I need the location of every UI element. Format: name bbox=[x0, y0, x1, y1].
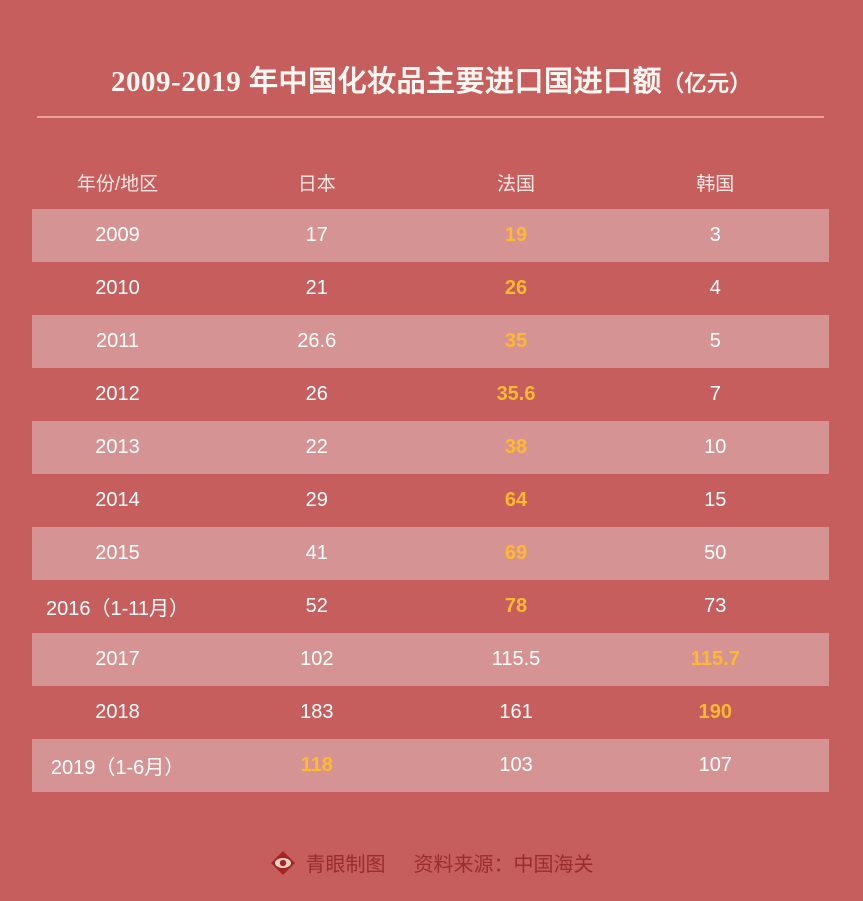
japan-value: 22 bbox=[305, 436, 328, 458]
korea-value: 107 bbox=[698, 754, 732, 776]
korea-value: 15 bbox=[704, 489, 727, 511]
korea-value: 10 bbox=[704, 436, 727, 458]
japan-value: 29 bbox=[305, 489, 328, 511]
table-row: 2010 21 26 4 bbox=[32, 262, 829, 315]
korea-value: 7 bbox=[709, 383, 721, 405]
japan-value: 183 bbox=[300, 701, 334, 723]
footer: 青眼制图 资料来源：中国海关 bbox=[0, 848, 863, 877]
japan-value: 17 bbox=[305, 224, 328, 246]
korea-value: 4 bbox=[709, 277, 721, 299]
france-value: 38 bbox=[504, 436, 528, 458]
korea-value: 190 bbox=[698, 701, 732, 723]
title-unit: （亿元） bbox=[661, 71, 752, 96]
france-value: 19 bbox=[504, 224, 528, 246]
table-row: 2019（1-6月） 118 103 107 bbox=[32, 739, 829, 792]
table-row: 2018 183 161 190 bbox=[32, 686, 829, 739]
france-value: 35.6 bbox=[496, 383, 536, 405]
table-row: 2012 26 35.6 7 bbox=[32, 368, 829, 421]
import-table: 年份/地区 日本 法国 韩国 2009 17 19 3 2010 21 26 4 2011 26.… bbox=[32, 156, 829, 792]
table-row: 2011 26.6 35 5 bbox=[32, 315, 829, 368]
korea-value: 115.7 bbox=[690, 648, 740, 670]
year-cell: 2017 bbox=[95, 648, 140, 670]
year-cell: 2010 bbox=[95, 277, 140, 299]
table-row: 2013 22 38 10 bbox=[32, 421, 829, 474]
japan-value: 118 bbox=[300, 754, 333, 776]
france-value: 69 bbox=[504, 542, 528, 564]
eye-logo-icon bbox=[270, 850, 295, 875]
korea-value: 3 bbox=[709, 224, 721, 246]
japan-value: 26.6 bbox=[297, 330, 337, 352]
france-value: 64 bbox=[504, 489, 528, 511]
japan-value: 102 bbox=[300, 648, 334, 670]
table-row: 2016（1-11月） 52 78 73 bbox=[32, 580, 829, 633]
year-cell: 2012 bbox=[95, 383, 140, 405]
france-value: 26 bbox=[504, 277, 528, 299]
year-cell: 2013 bbox=[95, 436, 140, 458]
japan-value: 21 bbox=[305, 277, 328, 299]
table-row: 2015 41 69 50 bbox=[32, 527, 829, 580]
japan-value: 52 bbox=[305, 595, 328, 617]
table-row: 2009 17 19 3 bbox=[32, 209, 829, 262]
page-title: 2009-2019 年中国化妆品主要进口国进口额（亿元） bbox=[0, 58, 863, 100]
japan-value: 41 bbox=[305, 542, 328, 564]
korea-value: 5 bbox=[709, 330, 721, 352]
header-france: 法国 bbox=[497, 174, 536, 195]
france-value: 161 bbox=[499, 701, 533, 723]
title-text: 2009-2019 年中国化妆品主要进口国进口额 bbox=[111, 66, 662, 98]
france-value: 115.5 bbox=[491, 648, 541, 670]
france-value: 78 bbox=[504, 595, 528, 617]
year-cell: 2011 bbox=[96, 330, 140, 352]
year-cell: 2019（1-6月） bbox=[50, 757, 185, 779]
year-cell: 2016（1-11月） bbox=[46, 598, 190, 620]
footer-source: 资料来源：中国海关 bbox=[413, 854, 594, 876]
header-korea: 韩国 bbox=[696, 174, 735, 195]
table-row: 2014 29 64 15 bbox=[32, 474, 829, 527]
france-value: 35 bbox=[504, 330, 528, 352]
year-cell: 2015 bbox=[95, 542, 140, 564]
korea-value: 50 bbox=[704, 542, 727, 564]
france-value: 103 bbox=[499, 754, 533, 776]
footer-brand: 青眼制图 bbox=[305, 854, 386, 876]
year-cell: 2009 bbox=[95, 224, 140, 246]
year-cell: 2014 bbox=[95, 489, 140, 511]
japan-value: 26 bbox=[305, 383, 328, 405]
table-header: 年份/地区 日本 法国 韩国 bbox=[32, 156, 829, 209]
title-divider bbox=[37, 116, 824, 118]
korea-value: 73 bbox=[704, 595, 727, 617]
year-cell: 2018 bbox=[95, 701, 140, 723]
table-row: 2017 102 115.5 115.7 bbox=[32, 633, 829, 686]
header-japan: 日本 bbox=[297, 174, 336, 195]
header-year-region: 年份/地区 bbox=[76, 174, 159, 195]
